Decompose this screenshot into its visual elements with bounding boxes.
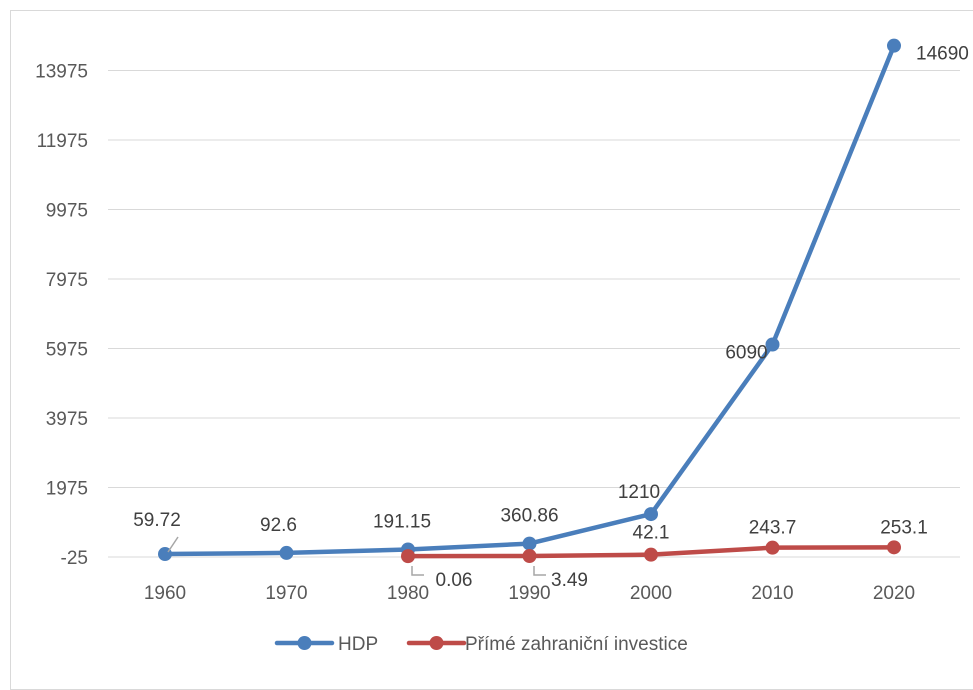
x-tick-label: 1960 [144,583,186,604]
data-point [279,545,294,560]
data-label-hdp: 1210 [618,482,660,503]
legend-marker [297,636,312,650]
line-chart: -25 1975 3975 5975 7975 9975 11975 13975 1960 197… [35,38,969,655]
y-tick-label: 11975 [37,131,88,152]
data-label-hdp: 191.15 [373,511,431,532]
data-label-hdp: 92.6 [260,515,297,536]
data-point [887,540,901,555]
x-tick-label: 2020 [873,583,915,604]
data-label-hdp: 6090 [725,343,767,364]
data-point [765,540,780,555]
y-tick-label: 3975 [46,409,88,430]
data-point [644,507,658,522]
y-tick-label: 1975 [46,479,88,500]
x-tick-label: 1970 [265,583,307,604]
data-label-pzi: 243.7 [749,518,797,539]
data-label-pzi: 42.1 [633,523,670,544]
x-tick-label: 2000 [630,583,672,604]
data-point [522,536,537,551]
y-tick-label: -25 [61,548,88,569]
data-point [644,547,658,562]
data-point [522,549,537,564]
data-point [765,337,780,352]
leader-line [533,566,546,576]
chart-frame [10,10,973,690]
data-label-hdp: 360.86 [500,506,558,527]
series-line-hdp [162,43,897,557]
y-tick-label: 7975 [46,270,88,291]
data-point [401,549,415,564]
legend-label: Přímé zahraniční investice [465,634,688,655]
x-tick-label: 1990 [508,583,550,604]
legend-label: HDP [338,634,378,655]
y-tick-label: 9975 [46,201,88,222]
x-tick-label: 1980 [387,583,429,604]
y-tick-label: 13975 [35,62,88,83]
legend-marker [429,636,444,650]
data-label-hdp: 14690 [916,44,969,65]
data-point [887,38,901,53]
data-label-pzi: 253.1 [880,517,928,538]
data-label-pzi: 0.06 [436,570,473,591]
leader-line [411,566,424,576]
data-label-hdp: 59.72 [133,510,181,531]
y-tick-label: 5975 [46,340,88,361]
x-tick-label: 2010 [751,583,793,604]
leader-line [167,536,179,553]
data-label-pzi: 3.49 [551,570,588,591]
